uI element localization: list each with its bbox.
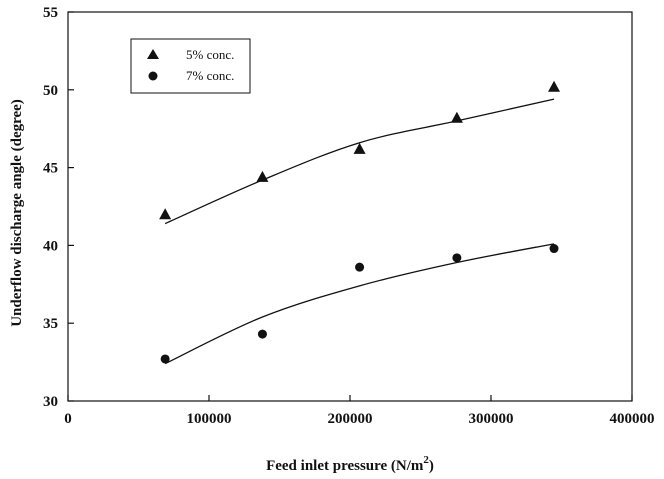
y-tick-label: 35 — [43, 316, 58, 332]
x-axis-title-end: ) — [429, 458, 434, 474]
fit-curve-7pct — [164, 243, 555, 365]
data-point-5pct — [450, 111, 463, 123]
fit-curves — [164, 98, 555, 365]
x-tick-label: 0 — [64, 411, 72, 427]
legend-box — [130, 38, 251, 94]
y-tick-label: 45 — [43, 161, 58, 177]
data-point-7pct — [257, 329, 267, 339]
legend-label-5pct: 5% conc. — [186, 47, 234, 62]
data-point-7pct — [355, 262, 365, 272]
legend-triangle-marker — [147, 49, 159, 59]
data-point-5pct — [548, 80, 561, 92]
data-markers — [159, 80, 561, 364]
x-tick-label: 300000 — [469, 411, 514, 427]
fit-curve-5pct — [164, 98, 555, 225]
x-tick-label: 400000 — [610, 411, 655, 427]
data-point-5pct — [159, 208, 172, 220]
legend-label-7pct: 7% conc. — [186, 68, 234, 83]
data-point-5pct — [256, 170, 269, 182]
data-point-7pct — [452, 253, 462, 263]
y-axis-ticks: 30 35 40 45 50 55 — [43, 5, 74, 410]
data-point-5pct — [353, 142, 366, 154]
legend-circle-marker — [148, 71, 158, 81]
x-axis-title-main: Feed inlet pressure (N/m — [266, 458, 424, 474]
x-axis-title-superscript: 2 — [423, 454, 429, 466]
x-axis-ticks: 0 100000 200000 300000 400000 — [64, 395, 655, 427]
x-tick-label: 100000 — [187, 411, 232, 427]
data-point-7pct — [160, 354, 170, 364]
x-axis-title: Feed inlet pressure (N/m2) — [266, 454, 434, 474]
y-tick-label: 55 — [43, 5, 58, 21]
y-tick-label: 50 — [43, 83, 58, 99]
y-axis-title: Underflow discharge angle (degree) — [9, 99, 25, 327]
x-tick-label: 200000 — [328, 411, 373, 427]
data-point-7pct — [549, 244, 559, 254]
legend: 5% conc. 7% conc. — [130, 38, 251, 94]
y-tick-label: 30 — [43, 394, 58, 410]
y-tick-label: 40 — [43, 238, 58, 254]
